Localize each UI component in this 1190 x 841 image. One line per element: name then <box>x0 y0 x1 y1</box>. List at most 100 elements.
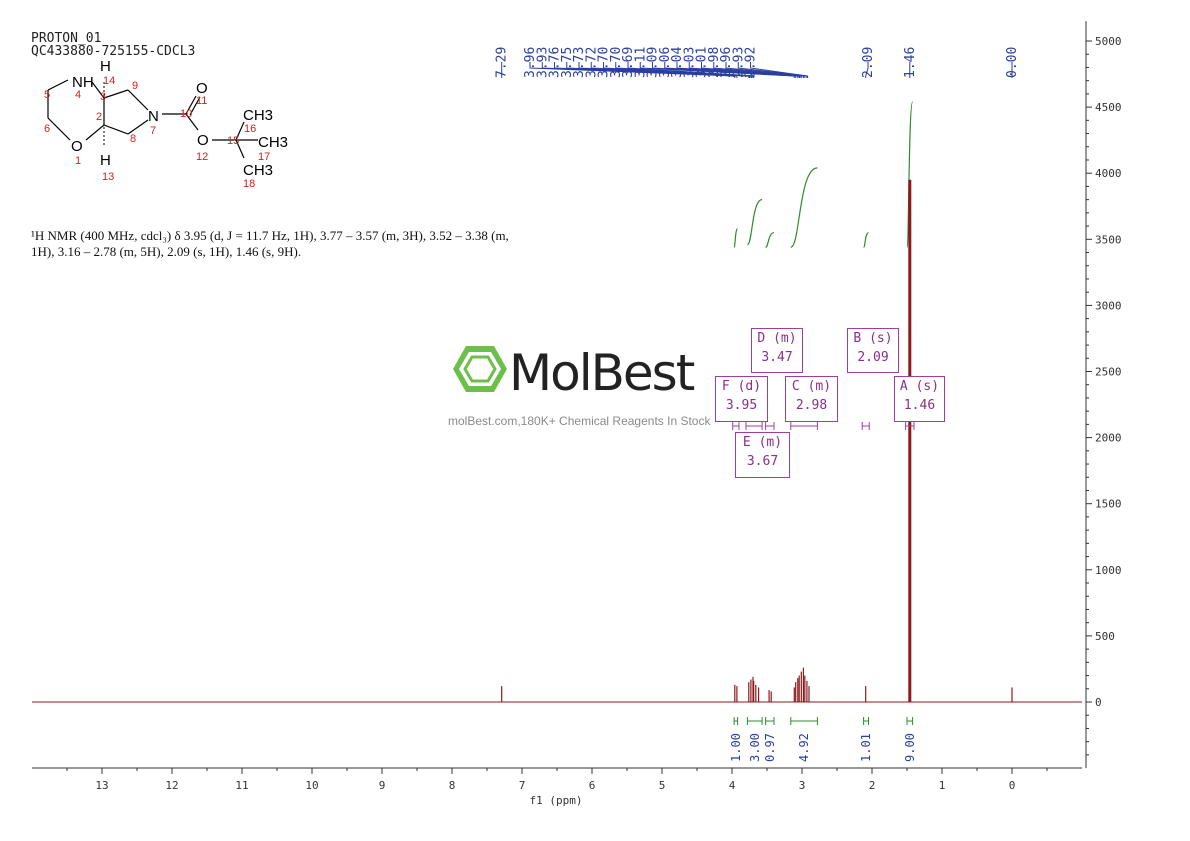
peak-label-leader <box>627 62 755 78</box>
x-tick-label: 5 <box>659 779 666 792</box>
peak-label-leader <box>688 62 801 78</box>
x-tick-label: 3 <box>799 779 806 792</box>
atom-nh: NH <box>72 74 94 91</box>
multiplet-shift: 3.67 <box>746 454 779 469</box>
x-axis-title: f1 (ppm) <box>530 794 583 807</box>
y-tick-label: 4500 <box>1095 101 1122 114</box>
y-tick-label: 0 <box>1095 696 1102 709</box>
atom-number-6: 6 <box>44 123 50 135</box>
atom-ch3-17: CH3 <box>258 134 288 151</box>
integral-curve <box>906 101 914 248</box>
molbest-brand: MolBest <box>509 344 695 402</box>
multiplet-box: F (d) 3.95 <box>715 376 768 422</box>
multiplet-shift: 2.09 <box>857 350 889 365</box>
integral-value: 3.00 <box>748 733 762 762</box>
multiplet-box: D (m) 3.47 <box>751 328 803 373</box>
nmr-description-line-2: 1H), 3.16 – 2.78 (m, 5H), 2.09 (s, 1H), … <box>31 244 302 259</box>
multiplet-box: A (s) 1.46 <box>894 376 945 422</box>
integral-value: 9.00 <box>903 733 917 762</box>
x-tick-label: 6 <box>589 779 596 792</box>
atom-number-8: 8 <box>130 133 136 145</box>
multiplet-box: B (s) 2.09 <box>847 328 899 373</box>
atom-number-3: 3 <box>100 91 106 103</box>
multiplet-shift: 3.95 <box>725 398 758 413</box>
nmr-description: ¹H NMR (400 MHz, cdcl₃) δ 3.95 (d, J = 1… <box>31 228 591 260</box>
multiplet-box: E (m) 3.67 <box>735 432 790 478</box>
y-tick-label: 3500 <box>1095 233 1122 246</box>
integral-curve <box>765 232 775 248</box>
atom-number-4: 4 <box>75 89 81 101</box>
y-tick-label: 500 <box>1095 630 1115 643</box>
atom-number-18: 18 <box>243 178 255 190</box>
multiplet-label: F (d) <box>721 379 762 394</box>
multiplet-label: C (m) <box>791 379 832 394</box>
atom-number-7: 7 <box>150 125 156 137</box>
multiplet-label: A (s) <box>899 379 940 394</box>
x-tick-label: 2 <box>869 779 876 792</box>
integral-value: 1.00 <box>729 733 743 762</box>
atom-number-10: 10 <box>180 108 192 120</box>
peak-label-leader <box>750 62 809 78</box>
y-tick-label: 1500 <box>1095 498 1122 511</box>
atom-number-15: 15 <box>227 135 239 147</box>
atom-o12: O <box>197 132 209 149</box>
chemical-structure: NH H O H N O O CH3 CH3 CH3 1 2 3 4 5 6 7… <box>44 58 288 190</box>
molbest-logo-icon <box>453 346 507 392</box>
atom-number-13: 13 <box>102 171 114 183</box>
multiplet-shift: 3.47 <box>761 350 793 365</box>
atom-h13: H <box>100 152 111 169</box>
y-tick-label: 1000 <box>1095 564 1122 577</box>
atom-number-1: 1 <box>75 155 81 167</box>
x-tick-label: 10 <box>305 779 318 792</box>
integral-curve <box>790 167 818 248</box>
x-tick-label: 4 <box>729 779 736 792</box>
x-tick-label: 9 <box>379 779 386 792</box>
peak-label-leader <box>737 62 808 78</box>
integral-value: 1.01 <box>859 733 873 762</box>
multiplet-label: B (s) <box>853 331 893 346</box>
y-tick-label: 2500 <box>1095 366 1122 379</box>
experiment-title: PROTON_01 <box>31 31 102 46</box>
peak-label-leader <box>865 62 869 78</box>
y-tick-label: 4000 <box>1095 167 1122 180</box>
x-tick-label: 1 <box>939 779 946 792</box>
atom-number-12: 12 <box>196 151 208 163</box>
multiplet-shift: 1.46 <box>903 398 936 413</box>
main-singlet-peak <box>908 179 912 702</box>
atom-number-2: 2 <box>96 111 102 123</box>
integral-curve <box>733 228 739 248</box>
x-tick-label: 7 <box>519 779 526 792</box>
x-tick-label: 11 <box>235 779 248 792</box>
atom-number-16: 16 <box>244 123 256 135</box>
x-tick-label: 12 <box>165 779 178 792</box>
y-tick-label: 5000 <box>1095 35 1122 48</box>
sample-id: QC433880-725155-CDCL3 <box>31 44 196 59</box>
y-tick-label: 2000 <box>1095 432 1122 445</box>
x-tick-label: 0 <box>1009 779 1016 792</box>
x-tick-label: 8 <box>449 779 456 792</box>
atom-ch3-18: CH3 <box>243 162 273 179</box>
multiplet-box: C (m) 2.98 <box>785 376 838 422</box>
atom-o11: O <box>196 80 208 97</box>
atom-number-11: 11 <box>196 95 207 107</box>
integral-curve <box>746 199 763 246</box>
atom-ch3-16: CH3 <box>243 107 273 124</box>
atom-number-5: 5 <box>44 89 50 101</box>
integral-value: 4.92 <box>797 733 811 762</box>
multiplet-label: D (m) <box>757 331 797 346</box>
y-tick-label: 3000 <box>1095 299 1122 312</box>
atom-o1: O <box>71 138 83 155</box>
peak-label-leader <box>725 62 806 78</box>
nmr-description-line-1: ¹H NMR (400 MHz, cdcl₃) δ 3.95 (d, J = 1… <box>31 228 509 243</box>
multiplet-label: E (m) <box>742 435 783 450</box>
atom-number-17: 17 <box>258 151 270 163</box>
peak-label-leader <box>701 62 802 78</box>
peak-label-leader <box>713 62 804 78</box>
multiplet-shift: 2.98 <box>795 398 828 413</box>
atom-h14: H <box>100 58 111 75</box>
atom-number-9: 9 <box>132 80 138 92</box>
integral-value: 0.97 <box>763 733 777 762</box>
atom-number-14: 14 <box>103 75 115 87</box>
